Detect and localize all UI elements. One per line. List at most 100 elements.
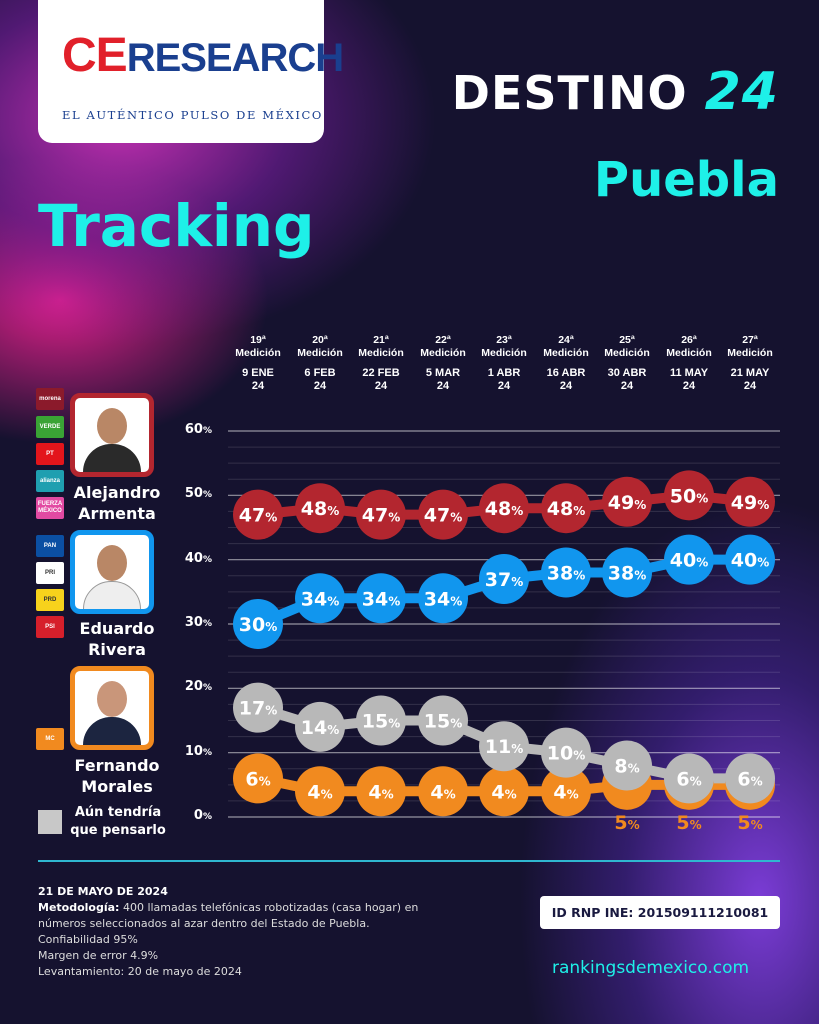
round: 23ª (496, 334, 512, 346)
data-label: 30% (239, 614, 277, 636)
data-label: 6% (245, 768, 270, 790)
data-label: 4% (307, 781, 332, 803)
methodology-body: 400 llamadas telefónicas robotizadas (ca… (38, 901, 419, 930)
round-label: Medición (604, 347, 650, 359)
round: 22ª (435, 334, 451, 346)
chart-title: Tracking (38, 192, 315, 260)
data-point (418, 766, 468, 817)
y-tick-label: 50% (184, 486, 212, 502)
rnp-id-badge: ID RNP INE: 201509111210081 (540, 896, 780, 929)
confidence: Confiabilidad 95% (38, 933, 138, 946)
date: 9 ENE (242, 367, 274, 379)
round-label: Medición (666, 347, 712, 359)
round-label: Medición (420, 347, 466, 359)
data-point (725, 753, 775, 804)
data-point (664, 470, 714, 521)
round-label: Medición (727, 347, 773, 359)
fieldwork-date: Levantamiento: 20 de mayo de 2024 (38, 965, 242, 978)
data-label: 49% (608, 492, 646, 514)
y-tick-label: 0% (193, 808, 212, 823)
data-label: 40% (670, 550, 708, 572)
data-label: 48% (547, 498, 585, 520)
date: 11 MAY (669, 367, 709, 379)
data-point (233, 753, 283, 804)
data-point (233, 489, 283, 540)
data-label: 15% (424, 711, 462, 733)
party-logo-verde: VERDE (36, 416, 64, 438)
undecided-line2: que pensarlo (70, 823, 166, 838)
year: 24 (620, 380, 634, 392)
logo-ce: CE (62, 29, 128, 82)
data-label: 37% (485, 569, 523, 591)
first-name: Eduardo (79, 619, 155, 638)
party-logo-pri: PRI (36, 562, 64, 584)
data-point (356, 489, 406, 540)
data-point (602, 740, 652, 791)
data-point (356, 766, 406, 817)
data-point (356, 695, 406, 746)
data-label: 34% (301, 588, 339, 610)
data-label: 17% (239, 698, 277, 720)
date: 1 ABR (487, 367, 521, 379)
avatar-morales (70, 666, 154, 750)
party-logo-pt: PT (36, 443, 64, 465)
data-label: 8% (614, 756, 639, 778)
data-point (418, 573, 468, 624)
data-label: 10% (547, 743, 585, 765)
data-label: 11% (485, 736, 523, 758)
column-header: 24ª Medición 16 ABR 24 (537, 334, 595, 393)
website-link[interactable]: rankingsdemexico.com (552, 958, 750, 978)
data-point (725, 476, 775, 527)
data-point (541, 483, 591, 534)
avatar-armenta (70, 393, 154, 477)
logo-research: RESEARCH (126, 36, 344, 80)
first-name: Fernando (74, 756, 160, 775)
round-label: Medición (297, 347, 343, 359)
round: 21ª (373, 334, 389, 346)
year: 24 (374, 380, 388, 392)
data-label: 5% (614, 812, 639, 834)
data-point (479, 483, 529, 534)
y-tick-label: 30% (184, 615, 212, 630)
round: 27ª (742, 334, 758, 346)
last-name: Morales (81, 777, 153, 796)
date: 21 MAY (730, 367, 770, 379)
year: 24 (313, 380, 327, 392)
round-label: Medición (543, 347, 589, 359)
data-label: 15% (362, 711, 400, 733)
data-point (295, 483, 345, 534)
data-point (479, 721, 529, 772)
methodology-text: Metodología: 400 llamadas telefónicas ro… (38, 900, 458, 932)
round: 24ª (558, 334, 574, 346)
round-label: Medición (481, 347, 527, 359)
data-label: 48% (301, 498, 339, 520)
data-point (418, 489, 468, 540)
y-tick-label: 10% (184, 743, 212, 759)
title-text: DESTINO (451, 66, 688, 120)
candidate-name-morales: Fernando Morales (62, 755, 172, 797)
party-logo-prd: PRD (36, 589, 64, 611)
data-label: 34% (424, 588, 462, 610)
year: 24 (497, 380, 511, 392)
y-tick-label: 20% (184, 679, 212, 695)
year: 24 (251, 380, 265, 392)
column-header: 21ª Medición 22 FEB 24 (352, 334, 410, 393)
round: 25ª (619, 334, 635, 346)
party-logo-psi: PSI (36, 616, 64, 638)
ce-research-logo: CERESEARCH EL AUTÉNTICO PULSO DE MÉXICO (38, 0, 344, 143)
round-label: Medición (235, 347, 281, 359)
data-point (479, 553, 529, 604)
column-header: 26ª Medición 11 MAY 24 (660, 334, 718, 393)
candidate-name-armenta: Alejandro Armenta (62, 482, 172, 524)
data-point (602, 476, 652, 527)
data-point (356, 573, 406, 624)
party-logo-alianza: alianza (36, 470, 64, 492)
data-label: 48% (485, 498, 523, 520)
data-label: 38% (547, 563, 585, 585)
methodology: 21 DE MAYO DE 2024 Metodología: 400 llam… (38, 884, 458, 980)
data-label: 49% (731, 492, 769, 514)
data-label: 6% (676, 768, 701, 790)
round: 26ª (681, 334, 697, 346)
data-label: 50% (670, 485, 708, 507)
data-point (541, 727, 591, 778)
